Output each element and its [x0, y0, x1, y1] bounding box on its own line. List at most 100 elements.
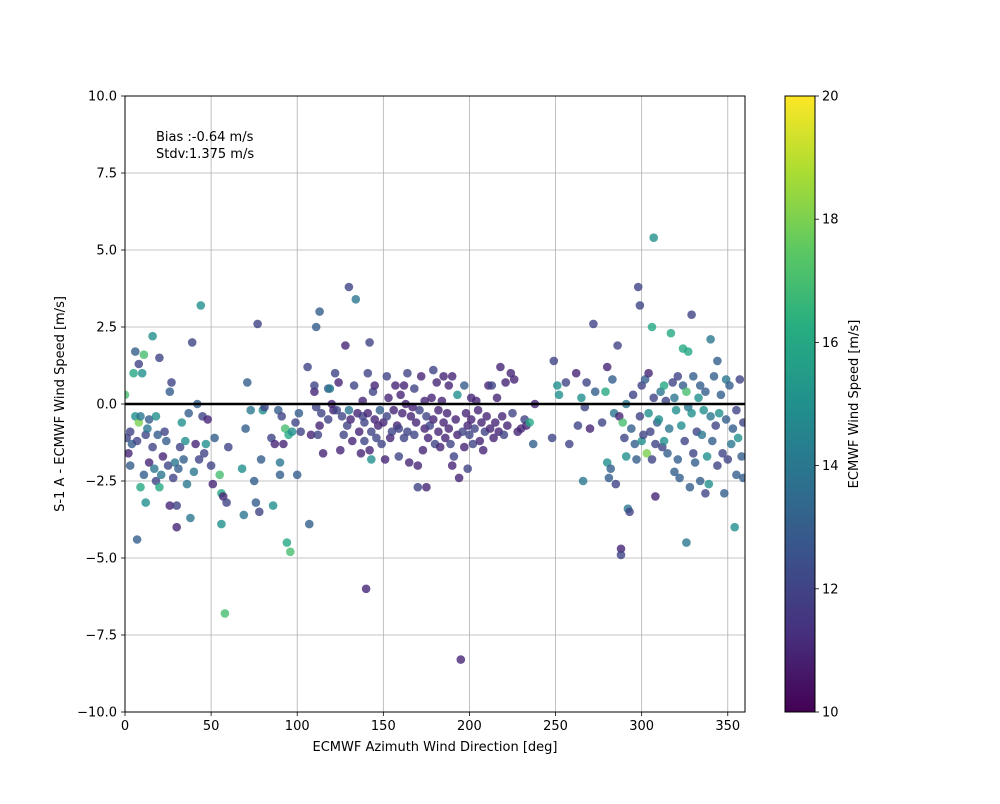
x-axis-label: ECMWF Azimuth Wind Direction [deg] — [313, 740, 558, 755]
scatter-point — [222, 498, 231, 507]
scatter-point — [635, 301, 645, 310]
scatter-point — [460, 381, 469, 390]
scatter-point — [682, 538, 691, 547]
scatter-point — [275, 470, 285, 480]
scatter-point — [399, 381, 409, 390]
scatter-point — [701, 387, 710, 397]
x-tick-label: 350 — [715, 719, 740, 734]
scatter-point — [356, 449, 366, 458]
scatter-point — [217, 519, 226, 529]
scatter-point — [313, 430, 323, 440]
scatter-point — [174, 464, 183, 474]
scatter-point — [160, 427, 169, 437]
scatter-point — [723, 455, 733, 464]
scatter-point — [165, 387, 175, 397]
scatter-point — [317, 408, 326, 418]
scatter-point — [485, 424, 495, 433]
scatter-point — [416, 372, 426, 381]
scatter-point — [254, 507, 264, 517]
scatter-point — [632, 455, 641, 464]
scatter-point — [639, 430, 648, 440]
scatter-point — [239, 510, 249, 520]
scatter-point — [396, 390, 405, 400]
scatter-point — [246, 405, 255, 415]
scatter-point — [718, 449, 727, 458]
scatter-point — [732, 470, 741, 480]
scatter-point — [473, 405, 483, 415]
scatter-point — [621, 452, 631, 461]
scatter-point — [553, 381, 562, 390]
scatter-point — [447, 461, 457, 470]
scatter-point — [184, 408, 193, 418]
scatter-point — [351, 295, 361, 304]
scatter-point — [735, 375, 745, 384]
scatter-point — [144, 415, 154, 424]
scatter-point — [528, 439, 538, 449]
y-tick-label: −10.0 — [77, 706, 117, 721]
scatter-point — [647, 322, 657, 332]
scatter-point — [210, 433, 219, 443]
scatter-point — [337, 412, 347, 421]
scatter-point — [663, 449, 672, 458]
scatter-point — [695, 381, 705, 390]
scatter-point — [277, 412, 287, 421]
scatter-point — [215, 470, 224, 480]
scatter-point — [454, 473, 464, 483]
scatter-point — [311, 322, 321, 332]
scatter-point — [141, 498, 150, 507]
scatter-point — [704, 479, 714, 489]
y-axis-ticks: −10.0 −7.5 −5.0 −2.5 0.0 2.5 5.0 7.5 10.0 — [77, 90, 125, 721]
scatter-point — [332, 405, 342, 415]
scatter-point — [201, 439, 211, 449]
scatter-point — [158, 452, 168, 461]
scatter-point — [354, 427, 364, 437]
colorbar-ticks: 10 12 14 16 18 20 — [815, 90, 839, 721]
scatter-point — [206, 461, 216, 470]
scatter-point — [150, 464, 159, 474]
scatter-point — [306, 430, 316, 440]
scatter-point — [456, 655, 466, 664]
scatter-point — [726, 439, 736, 449]
scatter-point — [664, 424, 674, 433]
scatter-point — [403, 368, 412, 378]
scatter-point — [601, 387, 610, 397]
scatter-point — [434, 427, 443, 437]
scatter-point — [477, 418, 486, 427]
x-axis-ticks: 0 50 100 150 200 250 300 350 — [121, 712, 740, 734]
scatter-point — [649, 393, 658, 403]
scatter-point — [651, 492, 660, 501]
scatter-point — [449, 452, 459, 461]
scatter-point — [689, 449, 698, 458]
scatter-point — [647, 455, 657, 464]
scatter-point — [387, 427, 397, 437]
scatter-point — [341, 341, 350, 350]
y-tick-label: −2.5 — [85, 475, 117, 490]
scatter-point — [604, 473, 614, 483]
scatter-point — [287, 427, 297, 437]
scatter-point — [382, 412, 392, 421]
scatter-point — [673, 372, 683, 381]
x-tick-label: 300 — [629, 719, 654, 734]
y-tick-label: −7.5 — [85, 629, 117, 644]
scatter-point — [497, 412, 507, 421]
scatter-point — [441, 433, 450, 443]
scatter-point — [291, 418, 300, 427]
scatter-point — [413, 482, 423, 492]
scatter-point — [673, 455, 683, 464]
scatter-point — [413, 461, 423, 470]
scatter-point — [711, 421, 720, 430]
scatter-point — [344, 282, 354, 292]
scatter-point — [432, 378, 442, 387]
scatter-point — [363, 368, 373, 378]
bias-annotation: Bias :-0.64 m/s — [156, 130, 254, 145]
scatter-point — [675, 473, 684, 483]
scatter-point — [461, 408, 471, 418]
scatter-point — [292, 470, 302, 480]
scatter-point — [167, 378, 176, 387]
scatter-point — [406, 412, 416, 421]
scatter-point — [305, 519, 314, 529]
scatter-point — [411, 418, 421, 427]
scatter-point — [389, 405, 399, 415]
scatter-point — [716, 390, 726, 400]
